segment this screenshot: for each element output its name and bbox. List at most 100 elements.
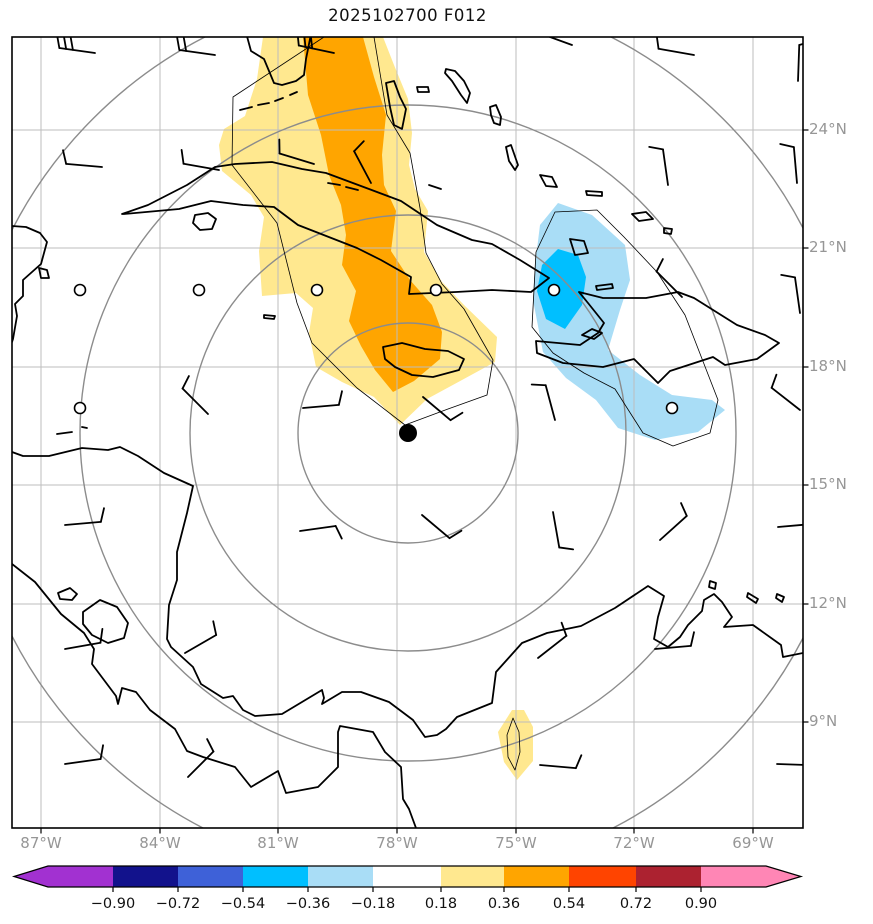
wind-barb (176, 37, 216, 56)
wind-barb (62, 149, 103, 168)
colorbar-outline (11, 865, 804, 888)
coastline-hispaniola (535, 291, 780, 384)
colorbar-tick-label: 0.90 (685, 896, 717, 912)
wind-barb (780, 274, 801, 314)
latitude-label: 15°N (809, 475, 847, 493)
contour-fill (537, 249, 586, 329)
colorbar: −0.90 −0.72 −0.54 −0.36 −0.18 0.18 0.36 0.54 0.7… (11, 865, 804, 912)
wind-barb (181, 375, 209, 415)
contour-line (231, 37, 494, 426)
calm-circle (73, 401, 87, 415)
coastline-andros (385, 80, 407, 130)
wind-barb (64, 744, 104, 765)
coastline-guanaja (81, 426, 88, 429)
coastline-florida-keys (239, 106, 253, 111)
colorbar-segment (701, 866, 766, 887)
range-ring (297, 322, 519, 544)
colorbar-segment (636, 866, 701, 887)
coastline-long-island (505, 144, 519, 171)
coastline-yucatan-coast (12, 225, 48, 343)
coastline-tortuga (595, 283, 614, 291)
coastline-cat-island (489, 104, 502, 126)
coastline-caribbean-mainland-coast (12, 446, 803, 738)
coastline-caicos (631, 211, 654, 222)
coastline-cuba-cays (345, 186, 359, 191)
coastline-cuba-cays (428, 184, 442, 190)
coastline-cuba (121, 161, 550, 295)
coastline-crooked-island (539, 174, 558, 188)
latitude-label: 24°N (809, 120, 847, 138)
coastline-florida-keys (274, 97, 284, 102)
coastline-gonave (581, 328, 603, 340)
wind-barb (302, 390, 343, 409)
coastline-lake-managua (57, 587, 78, 601)
wind-barb (180, 148, 220, 171)
wind-barb (184, 620, 218, 654)
coastline-florida (246, 37, 312, 86)
wind-barb (64, 627, 104, 650)
wind-barb (770, 373, 801, 411)
wind-barb (655, 37, 695, 56)
calm-circle (192, 283, 206, 297)
coastline-cozumel (38, 267, 50, 279)
contour-line (506, 717, 521, 771)
colorbar-segment (441, 866, 504, 887)
wind-barb (187, 738, 215, 778)
colorbar-tick-label: −0.36 (286, 896, 330, 912)
wind-barb (552, 511, 575, 551)
colorbar-tick-label: 0.54 (553, 896, 585, 912)
longitude-label: 72°W (613, 834, 655, 852)
calm-circle (547, 283, 561, 297)
colorbar-tick-label: 0.72 (620, 896, 652, 912)
longitude-label: 81°W (257, 834, 299, 852)
colorbar-tick-label: −0.90 (91, 896, 135, 912)
colorbar-tick-label: 0.18 (425, 896, 457, 912)
coastline-grand-cayman (263, 314, 276, 320)
coastline-aruba (708, 580, 717, 590)
latitude-label: 18°N (809, 357, 847, 375)
coastline-cuba-cays (327, 182, 341, 186)
wind-barb (353, 140, 372, 184)
contour-fill (533, 203, 725, 440)
colorbar-tick-label: −0.54 (221, 896, 265, 912)
plot-title: 2025102700 F012 (328, 6, 487, 25)
colorbar-arrow-right (766, 866, 801, 887)
wind-barb (547, 37, 573, 46)
longitude-label: 84°W (139, 834, 181, 852)
wind-barb (278, 138, 315, 165)
coastline-bonaire (775, 593, 785, 603)
storm-center-dot (399, 424, 417, 442)
range-ring (79, 104, 737, 762)
longitude-label: 78°W (376, 834, 418, 852)
wind-barb (777, 523, 803, 528)
colorbar-segment (308, 866, 373, 887)
coastline-turks (663, 227, 673, 235)
wind-barb (654, 631, 695, 650)
coastline-jamaica (382, 342, 465, 378)
contour-fill (303, 37, 442, 392)
calm-circle (429, 283, 443, 297)
latitude-label: 21°N (809, 238, 847, 256)
wind-barb (797, 43, 803, 82)
coastline-great-inagua (569, 238, 589, 256)
colorbar-tick-label: 0.36 (488, 896, 520, 912)
map-frame (11, 36, 804, 829)
wind-barb (296, 37, 335, 54)
wind-barb (776, 763, 803, 766)
wind-barb (299, 525, 343, 540)
map-plot (11, 36, 809, 834)
range-ring (12, 37, 803, 828)
coastline-curacao (746, 592, 759, 604)
range-ring (189, 214, 627, 652)
wind-barb (648, 146, 669, 186)
colorbar-segment (373, 866, 441, 887)
colorbar-tick-label: −0.18 (351, 896, 395, 912)
colorbar-segment (243, 866, 308, 887)
coastline-pacific-coast (12, 563, 417, 828)
longitude-label: 87°W (20, 834, 62, 852)
calm-circle (73, 283, 87, 297)
wind-barb (537, 621, 568, 659)
wind-barb (655, 258, 683, 298)
colorbar-segment (113, 866, 178, 887)
